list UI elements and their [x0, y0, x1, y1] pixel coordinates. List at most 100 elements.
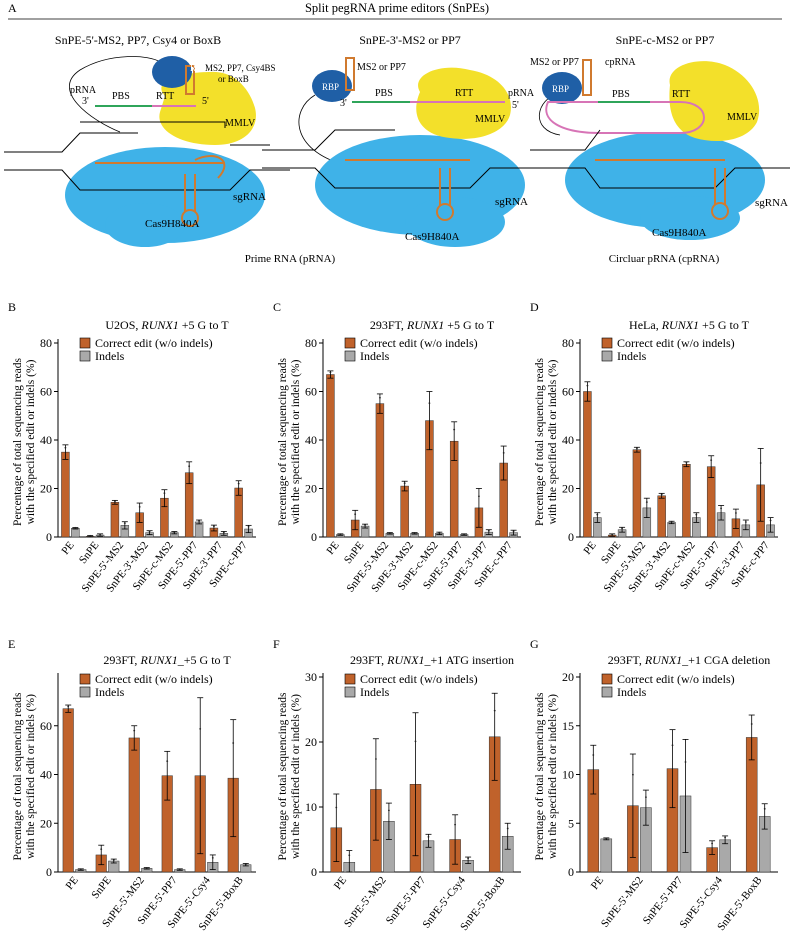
chart-title: HeLa, RUNX1 +5 G to T [629, 318, 750, 332]
diagram-1-caption: Prime RNA (pRNA) [245, 253, 336, 265]
panel-a-title: Split pegRNA prime editors (SnPEs) [305, 1, 489, 15]
diagram-2-mmlv: MMLV [475, 114, 506, 125]
data-point [467, 857, 469, 860]
x-tick-label: SnPE [89, 874, 114, 901]
y-tick-label: 5 [568, 816, 574, 830]
x-tick-label: PE [332, 874, 350, 892]
data-point [512, 530, 515, 533]
y-tick-label: 60 [40, 385, 52, 399]
y-tick-label: 10 [562, 768, 574, 782]
panel-label: G [530, 637, 539, 651]
data-point [329, 371, 332, 374]
legend-label: Indels [360, 685, 390, 699]
data-point [428, 402, 431, 405]
data-point [735, 512, 737, 514]
legend-label: Correct edit (w/o indels) [617, 672, 735, 686]
data-point [720, 507, 722, 510]
data-point [388, 532, 391, 534]
data-point [724, 836, 726, 839]
cprna-loop [545, 101, 705, 134]
y-tick-label: 0 [46, 865, 52, 879]
diagram-1-3prime: 3' [82, 96, 89, 107]
chart-title: U2OS, RUNX1 +5 G to T [105, 318, 229, 332]
y-axis-label-line2: with the specified edit or indels (%) [547, 694, 559, 859]
x-tick-label: SnPE-5'-PP7 [641, 874, 686, 927]
x-tick-label: PE [64, 874, 82, 892]
data-point [199, 728, 202, 730]
hairpin-1 [185, 65, 195, 95]
y-tick-label: 0 [46, 530, 52, 544]
data-point [99, 533, 101, 536]
bar [61, 451, 70, 538]
data-point [379, 396, 381, 399]
bar [128, 737, 140, 873]
data-point [487, 529, 490, 532]
sgrna-loop-1 [181, 209, 199, 227]
hairpin-2 [345, 57, 355, 91]
data-point [213, 525, 215, 528]
data-point [502, 451, 505, 454]
data-point [454, 823, 456, 826]
legend-label: Correct edit (w/o indels) [360, 336, 478, 350]
data-point [759, 462, 762, 464]
data-point [222, 531, 225, 534]
panel-label: D [530, 300, 539, 314]
data-point [388, 809, 390, 812]
chart-title-pre: 293FT, [103, 653, 140, 667]
data-point [138, 506, 141, 508]
y-tick-label: 20 [40, 816, 52, 830]
y-axis-label-line1: Percentage of total sequencing reads [534, 358, 546, 526]
x-tick-label: PE [59, 539, 77, 557]
y-tick-label: 10 [305, 800, 317, 814]
y-axis-label-line1: Percentage of total sequencing reads [534, 692, 546, 860]
legend-label: Indels [95, 349, 125, 363]
chart-title-pre: 293FT, [608, 653, 645, 667]
data-point [375, 758, 377, 760]
mmlv-protein-icon-2 [416, 67, 511, 139]
legend-swatch [79, 686, 91, 698]
rbp-protein-icon-2 [312, 70, 352, 102]
chart-title-post: _+1 CGA deletion [681, 653, 770, 667]
legend-swatch [344, 673, 356, 685]
data-point [438, 531, 441, 534]
data-point [339, 533, 342, 536]
legend-swatch [79, 337, 91, 349]
legend-label: Correct edit (w/o indels) [360, 672, 478, 686]
y-axis-label: Percentage of total sequencing readswith… [277, 358, 302, 526]
data-point [335, 806, 338, 809]
diagram-2-cas9: Cas9H840A [405, 231, 459, 243]
diagram-2-sgrna: sgRNA [495, 196, 528, 208]
data-point [596, 513, 599, 516]
diagram-3prime: SnPE-3'-MS2 or PP7 RBP MS2 or PP7 3' PBS… [262, 33, 535, 247]
linker-1 [69, 56, 161, 133]
chart-title-gene: RUNX1 [406, 318, 444, 332]
chart-title-gene: RUNX1 [139, 653, 177, 667]
legend-swatch [601, 686, 613, 698]
y-tick-label: 80 [562, 336, 574, 350]
diagram-1-heading: SnPE-5'-MS2, PP7, Csy4 or BoxB [55, 33, 221, 47]
x-tick-label: SnPE-5'-PP7 [384, 874, 429, 927]
data-point [114, 500, 116, 503]
chart-title-pre: 293FT, [350, 653, 387, 667]
rbp-protein-icon [152, 56, 192, 88]
diagram-2-5prime: 5' [512, 100, 519, 111]
panel-label: F [273, 637, 280, 651]
data-point [684, 761, 687, 763]
diagram-1-rbp-note2: or BoxB [218, 74, 249, 84]
bar [62, 708, 74, 873]
data-point [198, 519, 200, 522]
legend-swatch [601, 337, 613, 349]
chart-title-gene: RUNX1 [386, 653, 424, 667]
diagram-2-3prime: 3' [340, 98, 347, 109]
diagram-1-rtt: RTT [156, 91, 174, 102]
data-point [163, 492, 166, 495]
data-point [695, 513, 698, 516]
data-point [710, 459, 713, 462]
legend-swatch [344, 337, 356, 349]
panel-a-label: A [8, 1, 17, 15]
chart-title-post: +5 G to T [699, 318, 750, 332]
y-tick-label: 60 [40, 719, 52, 733]
